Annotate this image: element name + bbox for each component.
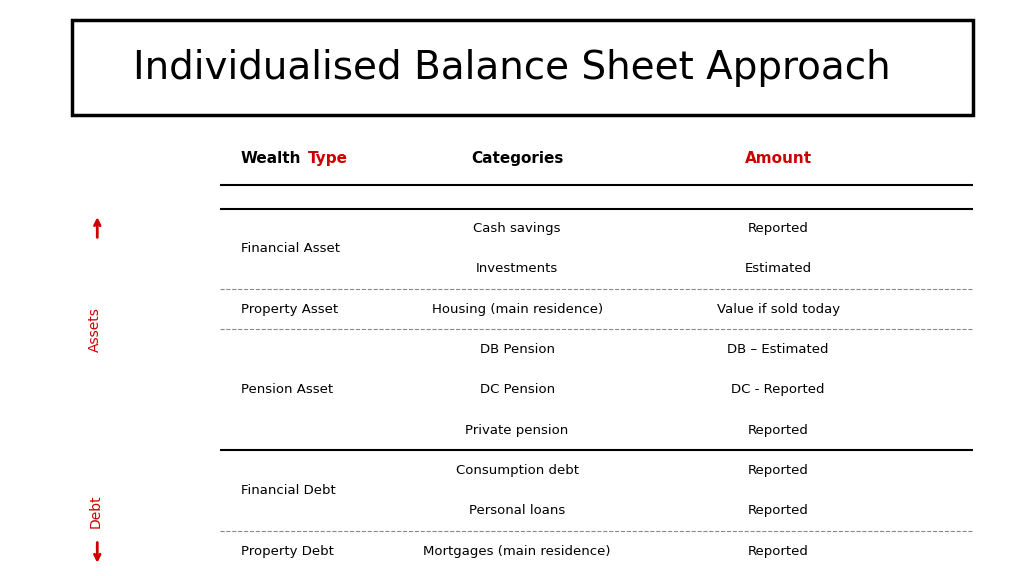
- Text: Housing (main residence): Housing (main residence): [431, 303, 603, 316]
- Text: Reported: Reported: [748, 464, 809, 477]
- Text: Financial Asset: Financial Asset: [241, 242, 340, 255]
- Text: Individualised Balance Sheet Approach: Individualised Balance Sheet Approach: [133, 49, 891, 86]
- Text: Property Asset: Property Asset: [241, 303, 338, 316]
- Text: DB – Estimated: DB – Estimated: [727, 343, 829, 356]
- Text: Property Debt: Property Debt: [241, 545, 334, 558]
- Text: DC Pension: DC Pension: [479, 384, 555, 396]
- Text: Value if sold today: Value if sold today: [717, 303, 840, 316]
- Text: Reported: Reported: [748, 545, 809, 558]
- FancyBboxPatch shape: [72, 20, 973, 115]
- Text: Categories: Categories: [471, 151, 563, 166]
- Text: Financial Debt: Financial Debt: [241, 484, 336, 497]
- Text: Investments: Investments: [476, 263, 558, 275]
- Text: Reported: Reported: [748, 424, 809, 437]
- Text: Reported: Reported: [748, 222, 809, 235]
- Text: Estimated: Estimated: [744, 263, 812, 275]
- Text: Reported: Reported: [748, 505, 809, 517]
- Text: Mortgages (main residence): Mortgages (main residence): [423, 545, 611, 558]
- Text: Cash savings: Cash savings: [473, 222, 561, 235]
- Text: Personal loans: Personal loans: [469, 505, 565, 517]
- Text: DC - Reported: DC - Reported: [731, 384, 825, 396]
- Text: Assets: Assets: [88, 307, 102, 352]
- Text: Pension Asset: Pension Asset: [241, 384, 333, 396]
- Text: DB Pension: DB Pension: [479, 343, 555, 356]
- Text: Type: Type: [308, 151, 348, 166]
- Text: Consumption debt: Consumption debt: [456, 464, 579, 477]
- Text: Private pension: Private pension: [466, 424, 568, 437]
- Text: Amount: Amount: [744, 151, 812, 166]
- Text: Debt: Debt: [88, 494, 102, 528]
- Text: Wealth: Wealth: [241, 151, 301, 166]
